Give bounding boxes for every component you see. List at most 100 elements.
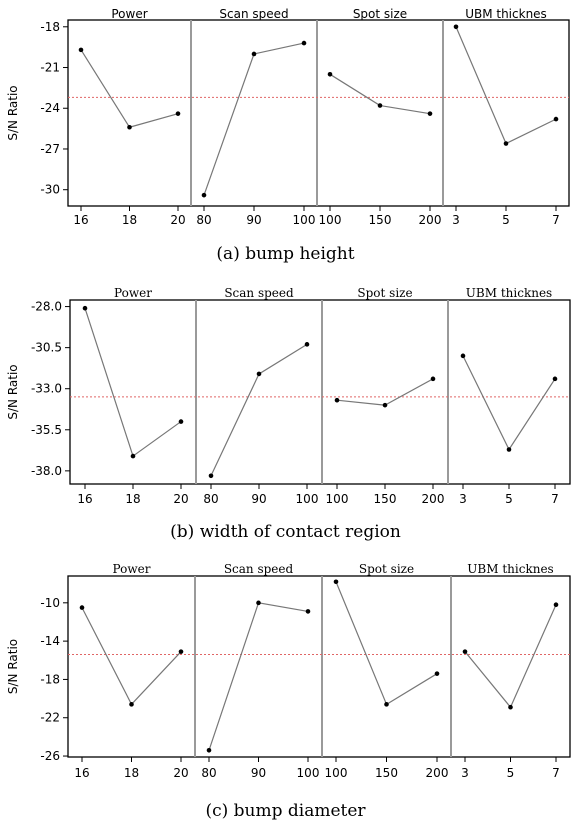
- y-tick-label: -10: [40, 596, 60, 610]
- y-tick-label: -27: [40, 142, 60, 156]
- x-tick-label: 90: [246, 213, 261, 227]
- x-tick-label: 20: [170, 213, 185, 227]
- x-tick-label: 16: [73, 213, 88, 227]
- x-tick-label: 150: [375, 766, 398, 780]
- x-tick-label: 100: [297, 766, 320, 780]
- series-line-ubm-thicknes: [455, 26, 557, 145]
- y-tick-label: -14: [40, 634, 60, 648]
- data-point-ubm-thicknes: [553, 602, 559, 608]
- data-point-scan-speed: [304, 342, 310, 347]
- y-axis-label: S/N Ratio: [6, 364, 20, 419]
- series-line-scan-speed: [203, 42, 305, 196]
- y-tick-label: -30.5: [31, 341, 62, 355]
- data-point-ubm-thicknes: [506, 447, 512, 452]
- data-point-scan-speed: [305, 609, 311, 614]
- x-tick-label: 100: [296, 492, 319, 506]
- panel-title-power: Power: [111, 7, 147, 21]
- data-point-ubm-thicknes: [462, 649, 468, 654]
- chart-c: -10 -14 -18 -22 -26 S/N Ratio Power 16 18 20 Scan …: [6, 562, 571, 780]
- panel-title-spot-size: Spot size: [353, 7, 407, 21]
- x-tick-label: 150: [374, 492, 397, 506]
- y-tick-label: -21: [40, 61, 60, 75]
- series-line-ubm-thicknes: [464, 604, 557, 709]
- data-point-ubm-thicknes: [508, 704, 513, 710]
- x-tick-label: 18: [122, 213, 137, 227]
- chart-a: -18 -21 -24 -27 -30 S/N Ratio Power 16 18 20 Scan …: [6, 7, 570, 227]
- data-point-scan-speed: [301, 40, 307, 46]
- panel-title-ubm-thicknes: UBM thicknes: [466, 286, 552, 300]
- data-point-scan-speed: [256, 600, 261, 606]
- data-point-spot-size: [333, 579, 339, 585]
- data-point-power: [175, 111, 181, 116]
- x-tick-label: 90: [251, 492, 266, 506]
- data-point-ubm-thicknes: [460, 353, 466, 359]
- data-point-power: [129, 702, 134, 707]
- x-tick-label: 5: [502, 213, 510, 227]
- x-tick-label: 80: [196, 213, 211, 227]
- data-point-power: [178, 649, 184, 654]
- y-tick-label: -28.0: [31, 300, 62, 314]
- y-tick-label: -24: [40, 101, 60, 115]
- caption-b: (b) width of contact region: [170, 522, 401, 542]
- y-axis-label: S/N Ratio: [6, 85, 20, 140]
- y-tick-label: -33.0: [31, 382, 62, 396]
- x-tick-label: 90: [251, 766, 266, 780]
- chart-b: -28.0 -30.5 -33.0 -35.5 -38.0 S/N Ratio Power 1…: [6, 286, 571, 506]
- data-point-ubm-thicknes: [553, 116, 559, 122]
- panel-title-power: Power: [113, 562, 151, 576]
- data-point-ubm-thicknes: [552, 376, 558, 382]
- data-point-power: [178, 419, 184, 424]
- x-tick-label: 7: [552, 213, 560, 227]
- data-point-power: [127, 124, 132, 130]
- x-tick-label: 3: [452, 213, 460, 227]
- series-line-scan-speed: [208, 602, 309, 751]
- x-tick-label: 200: [426, 766, 449, 780]
- panel-title-spot-size: Spot size: [359, 562, 414, 576]
- data-point-power: [130, 453, 136, 459]
- x-tick-label: 80: [203, 492, 218, 506]
- panel-title-power: Power: [114, 286, 152, 300]
- caption-c: (c) bump diameter: [205, 801, 366, 821]
- data-point-spot-size: [327, 72, 333, 77]
- data-point-spot-size: [382, 402, 388, 408]
- x-tick-label: 16: [77, 492, 92, 506]
- x-tick-label: 100: [325, 766, 348, 780]
- x-tick-label: 3: [461, 766, 469, 780]
- figure-b: -28.0 -30.5 -33.0 -35.5 -38.0 S/N Ratio Power 1…: [0, 280, 571, 554]
- x-tick-label: 150: [369, 213, 392, 227]
- x-tick-label: 16: [74, 766, 89, 780]
- x-tick-label: 20: [173, 766, 188, 780]
- y-tick-label: -30: [40, 183, 60, 197]
- x-tick-label: 100: [293, 213, 316, 227]
- panel-title-scan-speed: Scan speed: [224, 562, 294, 576]
- x-tick-label: 18: [125, 492, 140, 506]
- data-point-ubm-thicknes: [453, 24, 459, 30]
- panel-title-ubm-thicknes: UBM thicknes: [465, 7, 547, 21]
- plot-frame: [67, 575, 571, 758]
- data-point-scan-speed: [206, 747, 212, 753]
- data-point-spot-size: [384, 702, 389, 707]
- data-point-power: [82, 305, 88, 311]
- series-line-spot-size: [336, 378, 434, 406]
- x-tick-label: 20: [173, 492, 188, 506]
- plot-frame: [67, 19, 570, 207]
- x-tick-label: 5: [505, 492, 513, 506]
- data-point-spot-size: [427, 111, 433, 116]
- y-tick-label: -22: [40, 711, 60, 725]
- y-tick-label: -35.5: [31, 423, 62, 437]
- data-point-ubm-thicknes: [503, 141, 509, 146]
- figure-c: -10 -14 -18 -22 -26 S/N Ratio Power 16 18 20 Scan …: [0, 556, 571, 831]
- data-point-power: [79, 605, 85, 610]
- data-point-spot-size: [430, 376, 436, 382]
- x-tick-label: 80: [201, 766, 216, 780]
- caption-a: (a) bump height: [216, 244, 355, 264]
- y-tick-label: -18: [40, 672, 60, 686]
- series-line-power: [80, 49, 179, 128]
- x-tick-label: 3: [459, 492, 467, 506]
- x-tick-label: 7: [551, 492, 559, 506]
- data-point-spot-size: [377, 103, 383, 108]
- x-tick-label: 200: [422, 492, 445, 506]
- series-line-power: [81, 607, 182, 706]
- data-point-spot-size: [434, 671, 440, 676]
- y-tick-label: -26: [40, 749, 60, 763]
